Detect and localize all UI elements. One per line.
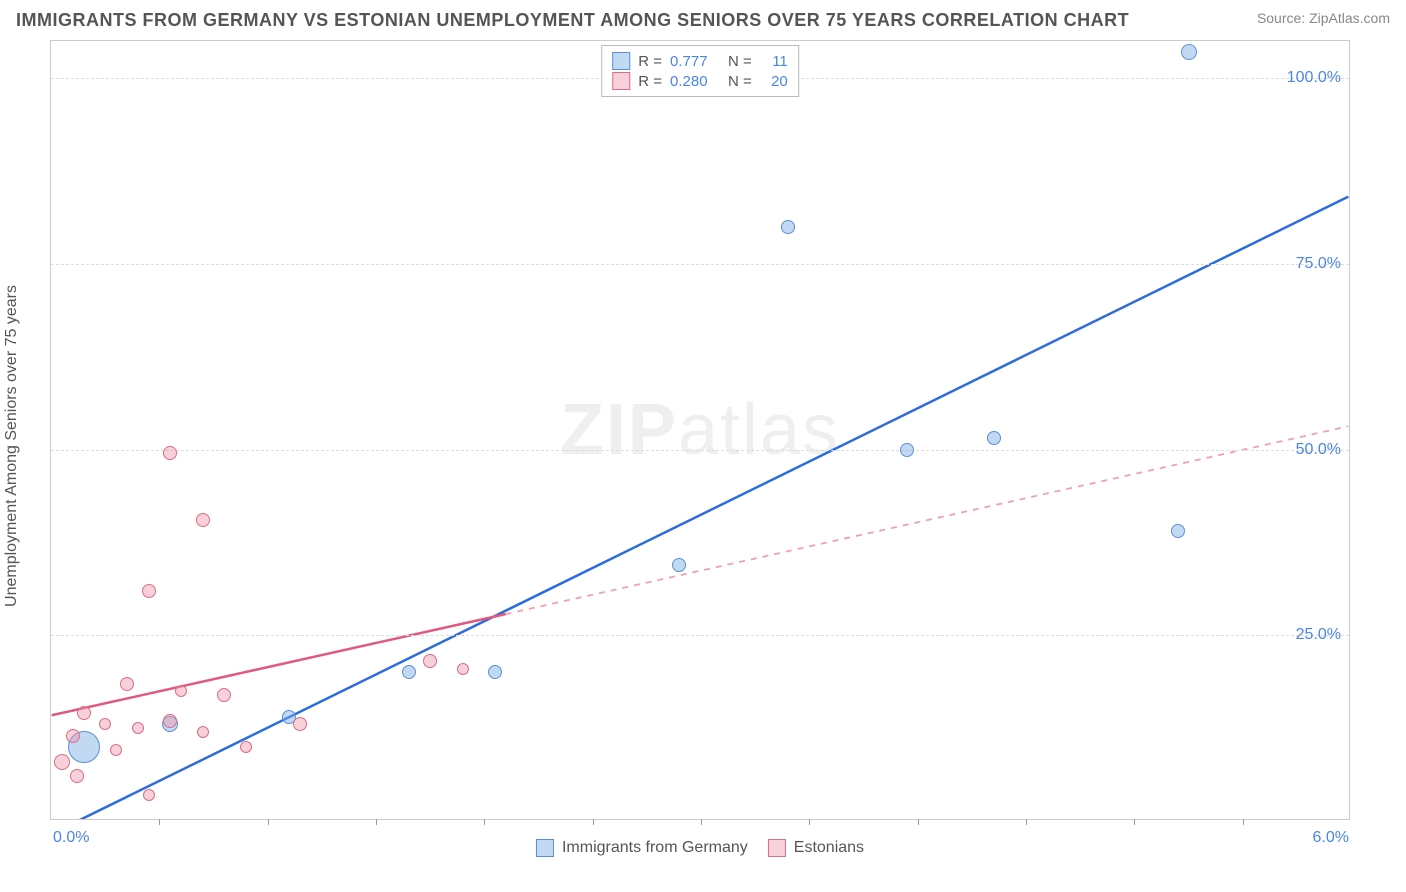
x-tick bbox=[159, 819, 160, 825]
series-legend: Immigrants from Germany Estonians bbox=[536, 839, 864, 857]
trend-line bbox=[52, 197, 1349, 819]
x-tick bbox=[376, 819, 377, 825]
legend-item: Estonians bbox=[768, 839, 864, 857]
data-point bbox=[99, 718, 111, 730]
x-tick-label: 6.0% bbox=[1313, 829, 1349, 847]
n-label: N = bbox=[728, 53, 752, 70]
data-point bbox=[197, 726, 209, 738]
data-point bbox=[132, 722, 144, 734]
data-point bbox=[1181, 44, 1197, 60]
data-point bbox=[110, 744, 122, 756]
legend-row: R = 0.777 N = 11 bbox=[612, 52, 788, 70]
legend-swatch bbox=[768, 839, 786, 857]
x-tick bbox=[593, 819, 594, 825]
data-point bbox=[143, 789, 155, 801]
legend-swatch bbox=[536, 839, 554, 857]
data-point bbox=[240, 741, 252, 753]
y-axis-label: Unemployment Among Seniors over 75 years bbox=[3, 285, 21, 607]
x-tick bbox=[1134, 819, 1135, 825]
data-point bbox=[217, 688, 231, 702]
data-point bbox=[402, 665, 416, 679]
data-point bbox=[66, 729, 80, 743]
chart-title: IMMIGRANTS FROM GERMANY VS ESTONIAN UNEM… bbox=[16, 10, 1129, 31]
watermark-light: atlas bbox=[678, 390, 840, 470]
data-point bbox=[70, 769, 84, 783]
n-label: N = bbox=[728, 73, 752, 90]
y-tick-label: 75.0% bbox=[1296, 255, 1341, 273]
x-tick bbox=[701, 819, 702, 825]
header: IMMIGRANTS FROM GERMANY VS ESTONIAN UNEM… bbox=[16, 10, 1390, 31]
data-point bbox=[900, 443, 914, 457]
legend-label: Immigrants from Germany bbox=[562, 839, 748, 857]
trend-line bbox=[506, 426, 1349, 614]
data-point bbox=[142, 584, 156, 598]
trend-lines-svg bbox=[51, 41, 1349, 819]
data-point bbox=[781, 220, 795, 234]
gridline bbox=[51, 264, 1349, 265]
x-tick bbox=[918, 819, 919, 825]
legend-swatch bbox=[612, 72, 630, 90]
data-point bbox=[987, 431, 1001, 445]
r-value: 0.280 bbox=[670, 73, 720, 90]
scatter-plot-area: ZIPatlas 25.0%50.0%75.0%100.0%0.0%6.0%R … bbox=[50, 40, 1350, 820]
y-tick-label: 50.0% bbox=[1296, 441, 1341, 459]
gridline bbox=[51, 635, 1349, 636]
data-point bbox=[175, 685, 187, 697]
x-tick bbox=[484, 819, 485, 825]
legend-row: R = 0.280 N = 20 bbox=[612, 72, 788, 90]
r-value: 0.777 bbox=[670, 53, 720, 70]
data-point bbox=[1171, 524, 1185, 538]
x-tick bbox=[1243, 819, 1244, 825]
legend-swatch bbox=[612, 52, 630, 70]
y-tick-label: 25.0% bbox=[1296, 626, 1341, 644]
watermark: ZIPatlas bbox=[560, 389, 840, 471]
x-tick bbox=[1026, 819, 1027, 825]
data-point bbox=[196, 513, 210, 527]
data-point bbox=[77, 706, 91, 720]
source-attribution: Source: ZipAtlas.com bbox=[1257, 10, 1390, 26]
data-point bbox=[293, 717, 307, 731]
x-tick-label: 0.0% bbox=[53, 829, 89, 847]
r-label: R = bbox=[638, 73, 662, 90]
trend-line bbox=[52, 614, 506, 715]
data-point bbox=[163, 714, 177, 728]
watermark-bold: ZIP bbox=[560, 390, 678, 470]
x-tick bbox=[809, 819, 810, 825]
data-point bbox=[423, 654, 437, 668]
data-point bbox=[457, 663, 469, 675]
data-point bbox=[672, 558, 686, 572]
n-value: 20 bbox=[760, 73, 788, 90]
data-point bbox=[120, 677, 134, 691]
n-value: 11 bbox=[760, 53, 788, 70]
correlation-legend: R = 0.777 N = 11 R = 0.280 N = 20 bbox=[601, 45, 799, 97]
r-label: R = bbox=[638, 53, 662, 70]
data-point bbox=[163, 446, 177, 460]
data-point bbox=[488, 665, 502, 679]
data-point bbox=[54, 754, 70, 770]
y-tick-label: 100.0% bbox=[1287, 69, 1341, 87]
gridline bbox=[51, 450, 1349, 451]
legend-item: Immigrants from Germany bbox=[536, 839, 748, 857]
x-tick bbox=[268, 819, 269, 825]
legend-label: Estonians bbox=[794, 839, 864, 857]
